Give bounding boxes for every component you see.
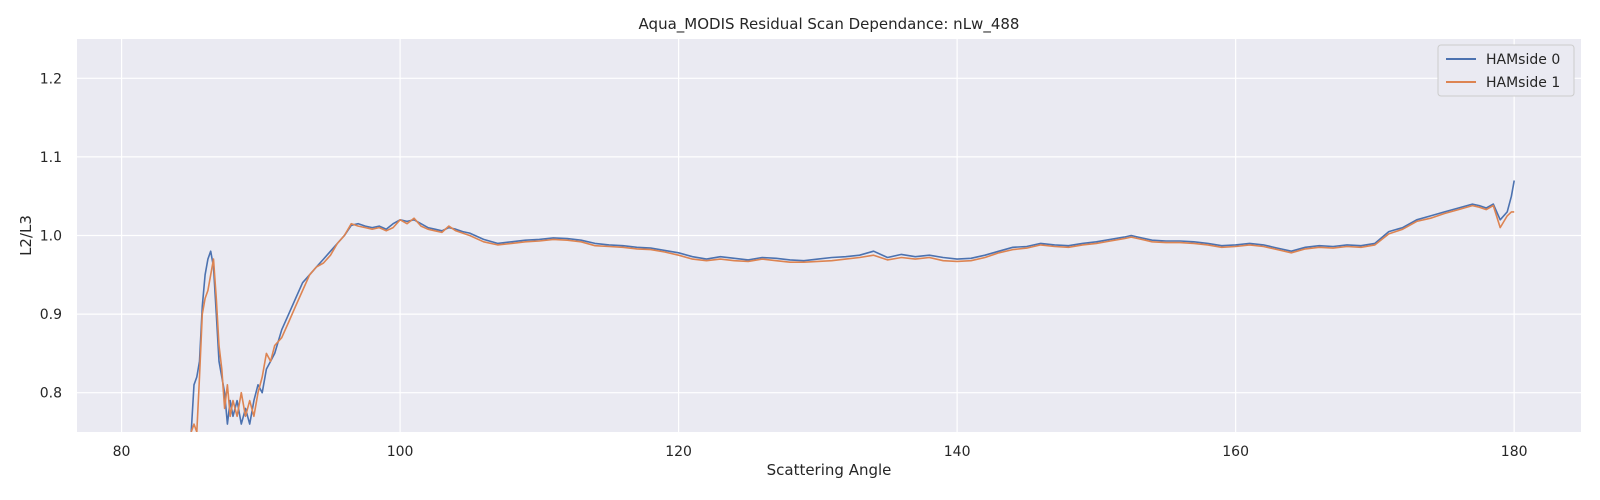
chart-title: Aqua_MODIS Residual Scan Dependance: nLw… xyxy=(639,15,1020,34)
y-tick-label: 0.9 xyxy=(40,307,62,323)
x-tick-label: 160 xyxy=(1222,444,1249,460)
grid-lines xyxy=(77,39,1581,432)
y-axis-ticks: 0.8 0.9 1.0 1.1 1.2 xyxy=(40,71,62,401)
legend-label-hamside-0: HAMside 0 xyxy=(1486,52,1560,68)
legend-label-hamside-1: HAMside 1 xyxy=(1486,75,1560,91)
legend-box xyxy=(1437,44,1575,97)
x-tick-label: 80 xyxy=(113,444,131,460)
y-axis-title: L2/L3 xyxy=(17,215,35,256)
chart-legend: HAMside 0 HAMside 1 xyxy=(1437,44,1575,97)
x-tick-label: 140 xyxy=(944,444,971,460)
series-line-hamside-0 xyxy=(190,180,1515,432)
series-line-hamside-1 xyxy=(190,204,1515,432)
plot-clip xyxy=(190,180,1515,432)
series-lines xyxy=(190,180,1515,432)
x-tick-label: 100 xyxy=(387,444,414,460)
x-axis-ticks: 80 100 120 140 160 180 xyxy=(113,444,1528,460)
y-tick-label: 1.2 xyxy=(40,71,62,87)
x-tick-label: 120 xyxy=(665,444,692,460)
y-tick-label: 1.0 xyxy=(40,229,62,245)
y-tick-label: 1.1 xyxy=(40,150,62,166)
y-tick-label: 0.8 xyxy=(40,386,62,402)
x-axis-title: Scattering Angle xyxy=(767,461,892,479)
x-tick-label: 180 xyxy=(1501,444,1528,460)
